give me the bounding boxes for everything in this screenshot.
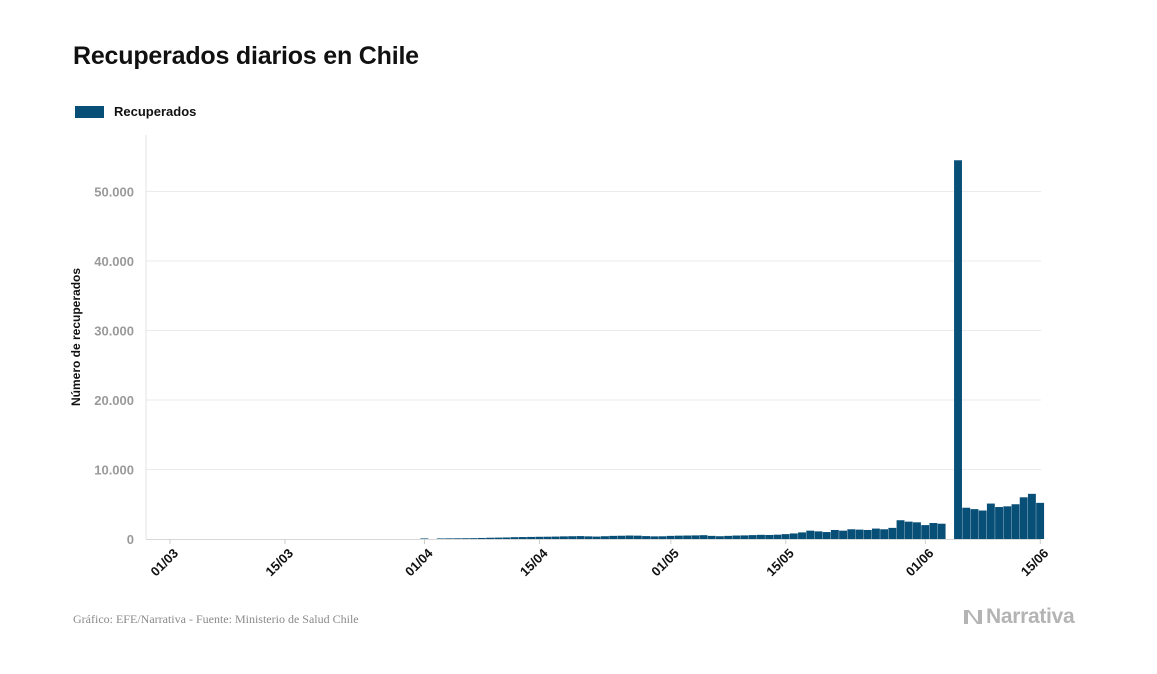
y-axis-label: Número de recuperados xyxy=(69,268,83,406)
bar xyxy=(740,535,749,539)
bar xyxy=(461,538,470,539)
bar xyxy=(789,533,798,539)
bar xyxy=(683,535,692,539)
bar xyxy=(855,529,864,539)
bar xyxy=(420,538,429,539)
bar xyxy=(674,535,683,539)
x-tick-label: 01/03 xyxy=(148,546,182,580)
bar xyxy=(970,509,979,539)
bar xyxy=(806,530,815,539)
legend-swatch xyxy=(75,105,104,118)
bar xyxy=(748,535,757,539)
bar xyxy=(477,537,486,539)
x-tick-label: 15/03 xyxy=(262,546,296,580)
x-tick-label: 01/05 xyxy=(648,546,682,580)
bar xyxy=(551,536,560,539)
y-tick-label: 20.000 xyxy=(94,393,134,408)
narrativa-logo-icon xyxy=(964,610,982,624)
bar xyxy=(707,535,716,539)
bar xyxy=(1003,506,1012,539)
bar xyxy=(937,523,946,539)
bar xyxy=(1019,497,1028,539)
x-tick-label: 15/04 xyxy=(517,545,551,579)
x-tick-label: 01/06 xyxy=(903,546,937,580)
brand-label: Narrativa xyxy=(986,605,1075,628)
bar xyxy=(798,532,806,539)
bar xyxy=(633,535,642,539)
bar xyxy=(609,535,618,539)
bar xyxy=(527,536,536,539)
bar xyxy=(699,535,708,539)
y-tick-label: 0 xyxy=(127,532,134,547)
bar xyxy=(888,527,897,539)
legend: Recuperados xyxy=(75,104,196,119)
footer-source: Gráfico: EFE/Narrativa - Fuente: Ministe… xyxy=(73,612,359,626)
bar xyxy=(436,538,445,539)
brand: Narrativa xyxy=(963,605,1075,629)
bar xyxy=(486,537,494,539)
bar xyxy=(904,521,913,539)
bar xyxy=(445,538,453,539)
bar xyxy=(765,534,774,539)
bar xyxy=(535,536,544,539)
bar xyxy=(715,536,724,539)
bar xyxy=(995,507,1004,539)
bar xyxy=(518,537,527,539)
bar xyxy=(617,535,626,539)
bar xyxy=(773,534,782,539)
bar xyxy=(921,525,930,539)
bar xyxy=(592,536,601,539)
bar xyxy=(896,520,905,539)
bar xyxy=(757,534,765,539)
bar xyxy=(978,510,987,539)
bar xyxy=(642,536,650,539)
bar xyxy=(814,531,823,539)
bar xyxy=(584,536,593,539)
bar xyxy=(929,523,938,539)
y-tick-label: 50.000 xyxy=(94,185,134,200)
x-tick-label: 15/06 xyxy=(1018,546,1052,580)
bar xyxy=(559,536,568,539)
bar xyxy=(576,536,585,539)
bar xyxy=(1027,493,1036,539)
bar xyxy=(954,160,962,539)
bar xyxy=(568,536,577,539)
bar xyxy=(724,535,733,539)
bar xyxy=(871,528,880,539)
bar xyxy=(962,507,971,539)
chart-title: Recuperados diarios en Chile xyxy=(73,42,419,70)
y-tick-label: 30.000 xyxy=(94,324,134,339)
bar xyxy=(601,536,609,539)
y-tick-label: 10.000 xyxy=(94,463,134,478)
bar xyxy=(830,529,839,539)
x-tick-label: 01/04 xyxy=(402,545,436,579)
bar xyxy=(691,535,700,539)
bar xyxy=(913,522,921,539)
bar xyxy=(494,537,503,539)
bar xyxy=(666,535,675,539)
bar xyxy=(502,537,511,539)
bar xyxy=(625,535,634,539)
bar xyxy=(839,530,848,539)
bar xyxy=(1036,502,1045,539)
x-tick-label: 15/05 xyxy=(763,546,797,580)
bar xyxy=(781,534,790,539)
bar xyxy=(847,529,856,539)
y-tick-label: 40.000 xyxy=(94,254,134,269)
legend-label: Recuperados xyxy=(114,104,197,119)
bar xyxy=(863,529,872,539)
bar xyxy=(732,535,741,539)
bar xyxy=(822,532,831,539)
bar xyxy=(469,538,478,539)
bar xyxy=(543,536,552,539)
bar xyxy=(986,503,995,539)
bar xyxy=(880,529,889,539)
bar xyxy=(453,538,462,539)
bar xyxy=(650,536,659,539)
bar xyxy=(658,536,667,539)
bar xyxy=(1011,504,1020,539)
bar xyxy=(510,537,519,539)
